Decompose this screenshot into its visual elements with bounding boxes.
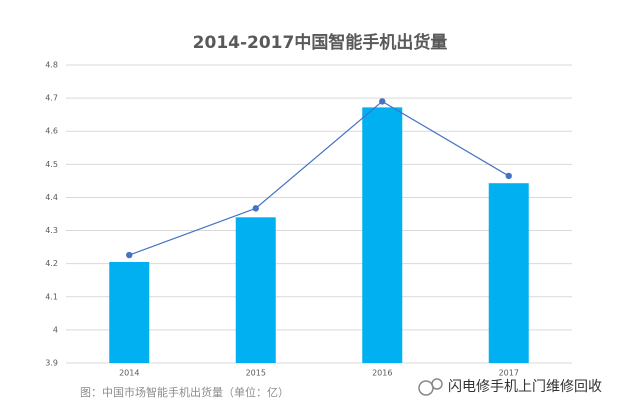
y-tick-label: 4.5 [45,160,58,169]
watermark-icon [418,378,443,396]
x-tick-label: 2014 [119,369,139,378]
y-tick-label: 4 [53,325,58,334]
line-point [505,172,512,180]
y-tick-label: 4.8 [45,61,58,70]
y-tick-label: 3.9 [45,359,58,368]
x-tick-label: 2016 [372,369,392,378]
chart-title: 2014-2017中国智能手机出货量 [193,32,448,53]
bar [488,183,529,363]
line-point [252,205,259,212]
bar [235,217,276,363]
line [129,100,510,256]
y-tick-label: 4.2 [45,259,58,268]
caption: 图：中国市场智能手机出货量（单位：亿） [80,385,289,399]
bar [109,262,150,363]
line-point [126,251,133,259]
y-tick-label: 4.1 [45,292,58,301]
y-tick-label: 4.3 [45,226,58,235]
x-tick-label: 2017 [499,369,519,378]
line-point [379,98,386,105]
x-tick-label: 2015 [246,369,266,378]
y-tick-label: 4.4 [45,193,58,202]
y-tick-label: 4.6 [45,127,58,136]
y-tick-label: 4.7 [45,94,58,103]
bar [362,107,403,363]
watermark: 闪电修手机上门维修回收 [448,379,602,395]
